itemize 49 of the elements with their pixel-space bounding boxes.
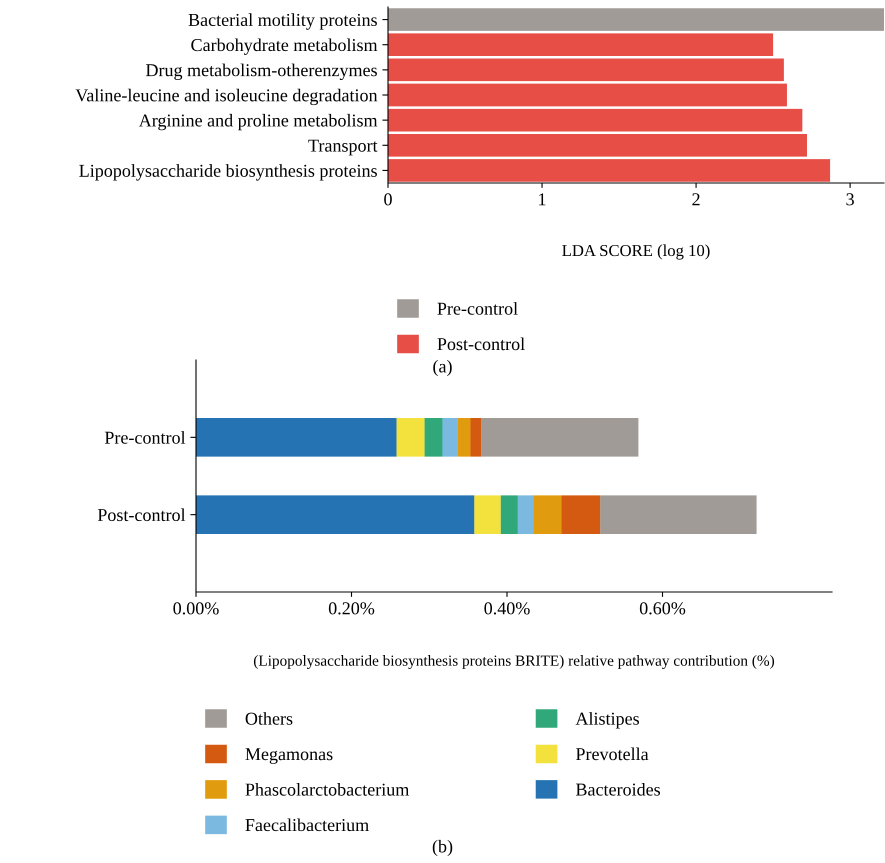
y-tick-label: Lipopolysaccharide biosynthesis proteins [79, 164, 377, 181]
bar [600, 495, 757, 534]
bar [457, 418, 470, 457]
x-tick-label: 0.40% [484, 602, 530, 615]
legend-label: Megamonas [245, 748, 332, 764]
bar [424, 418, 442, 457]
legend-label: Others [246, 712, 292, 725]
bar [396, 418, 425, 457]
y-tick-label: Bacterial motility proteins [188, 13, 377, 30]
legend-label: Pre-control [437, 302, 518, 315]
bar [388, 159, 830, 182]
x-tick-label: 0.20% [328, 602, 374, 615]
bar [533, 495, 562, 534]
bar [500, 495, 518, 534]
legend-label: Post-control [437, 338, 525, 350]
x-tick-label: 0.60% [640, 602, 686, 615]
bar [388, 108, 802, 132]
y-tick-label: Transport [308, 140, 378, 156]
annotation: (a) [433, 360, 452, 376]
x-tick-label: 0 [384, 193, 392, 206]
bar [388, 33, 774, 56]
y-tick-label: Carbohydrate metabolism [191, 38, 378, 55]
y-tick-label: Valine-leucine and isoleucine degradation [75, 88, 378, 106]
x-axis-title: LDA SCORE (log 10) [562, 244, 710, 260]
bar [442, 418, 458, 457]
x-tick-label: 3 [846, 193, 854, 206]
legend-label: Faecalibacterium [245, 818, 369, 832]
bar [388, 134, 807, 157]
bar [518, 495, 534, 534]
bar [388, 8, 884, 31]
x-axis-title: (Lipopolysaccharide biosynthesis proteins BRITE) relative pathway contribution (%) [254, 655, 774, 669]
legend-label: Phascolarctobacterium [245, 783, 410, 796]
text: (b) [432, 840, 452, 856]
legend-label: Alistipes [576, 712, 639, 728]
bar [474, 495, 501, 534]
bar [388, 84, 787, 106]
legend-label: Prevotella [576, 748, 648, 760]
bar [470, 418, 482, 457]
bar [481, 418, 638, 457]
x-tick-label: 0.00% [173, 602, 219, 615]
legend-label: Bacteroides [576, 782, 660, 796]
bar [196, 495, 474, 534]
y-tick-label: Drug metabolism-otherenzymes [146, 64, 377, 80]
x-tick-label: 2 [692, 193, 700, 206]
bar [388, 58, 784, 82]
bar [196, 418, 397, 457]
bar [561, 495, 600, 534]
x-tick-label: 1 [539, 193, 546, 206]
y-tick-label: Arginine and proline metabolism [138, 114, 378, 130]
